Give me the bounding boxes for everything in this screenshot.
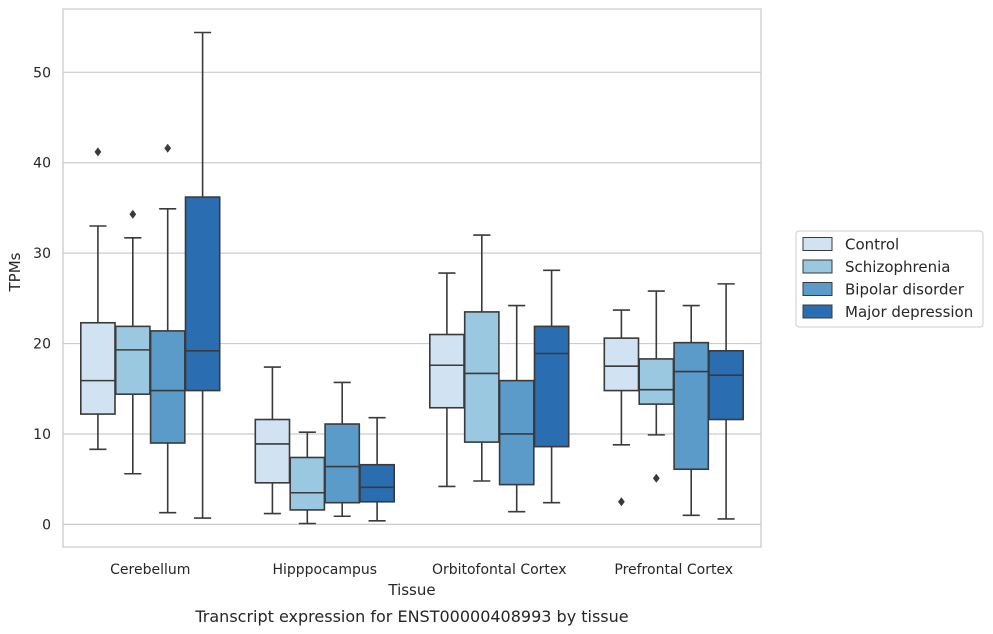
x-tick-label: Prefrontal Cortex [614, 562, 733, 578]
box-schizophrenia [114, 209, 151, 475]
y-axis-label: TPMs [6, 252, 24, 292]
box-bipolar-disorder [324, 381, 361, 518]
box-major-depression [184, 31, 221, 519]
y-tick-label: 0 [42, 517, 51, 533]
box-schizophrenia [463, 234, 500, 482]
legend-label: Schizophrenia [845, 258, 950, 276]
y-tick-label: 40 [33, 156, 51, 172]
box-bipolar-disorder [498, 304, 535, 513]
y-tick-label: 20 [33, 337, 51, 353]
iqr-box [428, 333, 465, 409]
y-tick-labels: 0 10 20 30 40 50 [33, 65, 51, 533]
legend-frame [795, 230, 984, 328]
outlier-point [652, 473, 660, 483]
y-tick-label: 30 [33, 246, 51, 262]
box-control [254, 366, 291, 515]
box-control [79, 147, 116, 451]
iqr-box [184, 196, 221, 392]
box-schizophrenia [289, 431, 326, 525]
iqr-box [289, 456, 326, 511]
chart-caption: Transcript expression for ENST0000040899… [194, 607, 628, 626]
iqr-box [114, 325, 151, 395]
box-bipolar-disorder [673, 304, 710, 517]
legend-label: Bipolar disorder [845, 281, 965, 299]
iqr-box [638, 358, 675, 405]
x-tick-label: Cerebellum [110, 562, 190, 578]
legend-label: Control [845, 236, 899, 254]
iqr-box [498, 379, 535, 486]
iqr-box [533, 325, 570, 448]
x-tick-labels: Cerebellum Hipppocampus Orbitofontal Corte… [110, 562, 733, 578]
box-bipolar-disorder [149, 143, 186, 514]
x-tick-label: Hipppocampus [272, 562, 377, 578]
legend-swatch [802, 282, 833, 296]
iqr-box [324, 423, 361, 504]
x-axis-label: Tissue [387, 581, 435, 599]
outlier-point [618, 497, 625, 507]
y-tick-label: 10 [33, 427, 51, 443]
legend-swatch [802, 259, 833, 274]
outlier-point [164, 143, 172, 153]
box-schizophrenia [638, 290, 675, 483]
iqr-box [708, 349, 745, 421]
box-major-depression [533, 269, 570, 504]
iqr-box [149, 330, 186, 444]
boxes [79, 31, 745, 525]
outlier-point [129, 209, 137, 219]
box-control [428, 272, 465, 488]
legend-label: Major depression [845, 303, 973, 321]
iqr-box [254, 418, 291, 484]
x-tick-label: Orbitofontal Cortex [432, 562, 567, 578]
iqr-box [359, 463, 396, 503]
plot-frame [62, 8, 762, 548]
box-major-depression [708, 283, 745, 520]
iqr-box [603, 337, 640, 392]
outlier-point [94, 147, 102, 157]
iqr-box [79, 321, 116, 415]
legend: Control Schizophrenia Bipolar disorder Majo… [795, 230, 984, 328]
box-major-depression [359, 416, 396, 522]
iqr-box [673, 341, 710, 471]
legend-swatch [802, 304, 833, 319]
legend-swatch [802, 237, 833, 251]
iqr-box [463, 311, 500, 443]
y-tick-label: 50 [33, 65, 51, 81]
box-control [603, 309, 640, 507]
